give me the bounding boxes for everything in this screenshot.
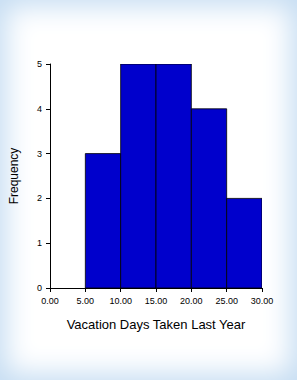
svg-text:5.00: 5.00 [77, 296, 95, 306]
svg-text:3: 3 [37, 149, 42, 159]
svg-text:2: 2 [37, 193, 42, 203]
svg-text:25.00: 25.00 [215, 296, 238, 306]
svg-text:4: 4 [37, 104, 42, 114]
svg-text:20.00: 20.00 [180, 296, 203, 306]
svg-text:5: 5 [37, 59, 42, 69]
svg-text:30.00: 30.00 [251, 296, 274, 306]
svg-text:1: 1 [37, 238, 42, 248]
svg-text:15.00: 15.00 [145, 296, 168, 306]
svg-text:0.00: 0.00 [41, 296, 59, 306]
svg-text:Frequency: Frequency [7, 148, 21, 205]
svg-text:Vacation Days Taken Last Year: Vacation Days Taken Last Year [67, 317, 246, 332]
svg-text:0: 0 [37, 283, 42, 293]
svg-text:10.00: 10.00 [109, 296, 132, 306]
